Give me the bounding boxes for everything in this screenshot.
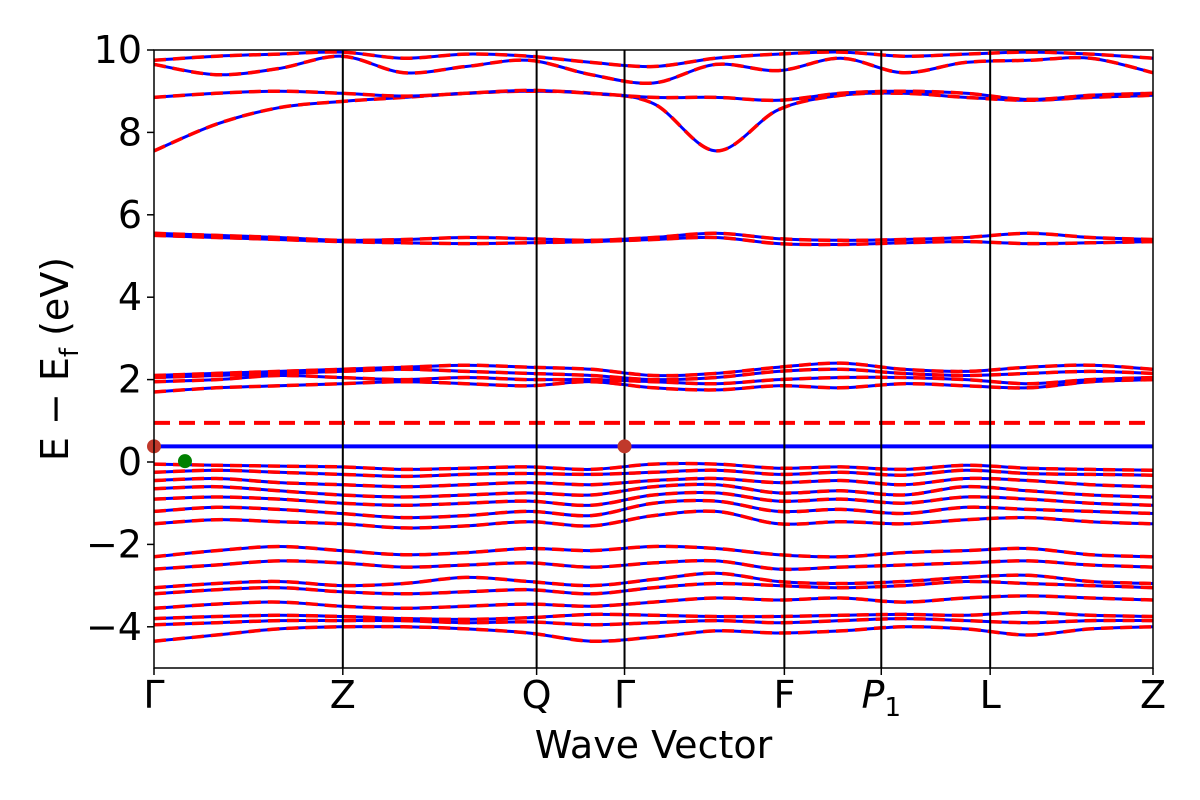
x-tick-label-4: F	[773, 673, 795, 717]
x-tick-label-2-text: Q	[522, 673, 552, 717]
x-tick-label-6-text: L	[980, 673, 1001, 717]
y-axis-ticks: 10 8 6 4 2 0 −2 −4	[86, 28, 154, 649]
x-tick-label-0-text: Γ	[143, 673, 164, 717]
x-axis-ticks: Γ Z Q Γ F P1 L Z	[143, 668, 1166, 723]
band-23-spin-down	[153, 54, 1154, 86]
band-8-spin-down	[153, 509, 1154, 530]
x-tick-label-0: Γ	[143, 673, 164, 717]
x-tick-label-4-text: F	[773, 673, 795, 717]
x-tick-label-7-text: Z	[1140, 673, 1166, 717]
band-21-spin-up	[153, 89, 1154, 153]
bands-layer	[153, 50, 1154, 644]
x-tick-label-5-subscript: 1	[884, 693, 901, 723]
band-22-spin-down	[153, 88, 1154, 103]
y-tick-label-6: −2	[86, 522, 142, 566]
band-13-spin-down	[153, 468, 1154, 479]
high-symmetry-lines	[341, 50, 992, 668]
x-tick-label-7: Z	[1140, 673, 1166, 717]
band-18-spin-down	[153, 361, 1154, 378]
band-8-spin-up	[153, 509, 1154, 530]
band-24-spin-down	[153, 50, 1154, 69]
y-tick-label-7: −4	[86, 605, 142, 649]
y-axis-title-main: E − E	[33, 357, 77, 461]
x-tick-label-6: L	[980, 673, 1001, 717]
y-tick-label-4: 2	[118, 358, 142, 402]
y-axis-title-subscript: f	[55, 347, 85, 357]
band-17-spin-down	[153, 367, 1154, 382]
band-21-spin-down	[153, 89, 1154, 153]
band-11-spin-down	[153, 482, 1154, 499]
x-tick-label-2: Q	[522, 673, 552, 717]
y-tick-label-0: 10	[94, 28, 142, 72]
plot-frame	[153, 49, 1154, 669]
band-edge-marker-2	[177, 454, 192, 469]
band-19-spin-down	[153, 233, 1154, 247]
band-10-spin-down	[153, 490, 1154, 508]
band-14-spin-down	[153, 461, 1154, 472]
x-tick-label-3: Γ	[614, 673, 635, 717]
band-16-spin-down	[153, 373, 1154, 386]
band-7-spin-down	[153, 544, 1154, 559]
x-tick-label-5: P1	[862, 673, 901, 723]
band-12-spin-down	[153, 476, 1154, 489]
x-tick-label-3-text: Γ	[614, 673, 635, 717]
band-3-spin-down	[153, 594, 1154, 611]
band-4-spin-down	[153, 579, 1154, 596]
y-tick-label-5: 0	[118, 440, 142, 484]
x-axis-title: Wave Vector	[535, 723, 773, 767]
band-20-spin-down	[153, 231, 1154, 243]
band-2-spin-down	[153, 610, 1154, 622]
band-1-spin-down	[153, 616, 1154, 627]
band-0-spin-down	[153, 624, 1154, 644]
band-0-spin-up	[153, 625, 1154, 643]
fermi-level-layer	[154, 420, 1153, 449]
band-6-spin-down	[153, 558, 1154, 572]
x-tick-label-1-text: Z	[330, 673, 356, 717]
band-edge-marker-1	[617, 439, 632, 454]
y-tick-label-3: 4	[118, 275, 142, 319]
y-axis-title-unit: (eV)	[33, 257, 77, 348]
band-9-spin-down	[153, 498, 1154, 520]
y-axis-title: E − Ef (eV)	[33, 257, 85, 461]
band-5-spin-down	[153, 571, 1154, 590]
y-tick-label-1: 8	[118, 110, 142, 154]
y-tick-label-2: 6	[118, 193, 142, 237]
x-tick-label-1: Z	[330, 673, 356, 717]
x-tick-label-5-text: P	[862, 673, 885, 717]
band-15-spin-down	[153, 377, 1154, 394]
